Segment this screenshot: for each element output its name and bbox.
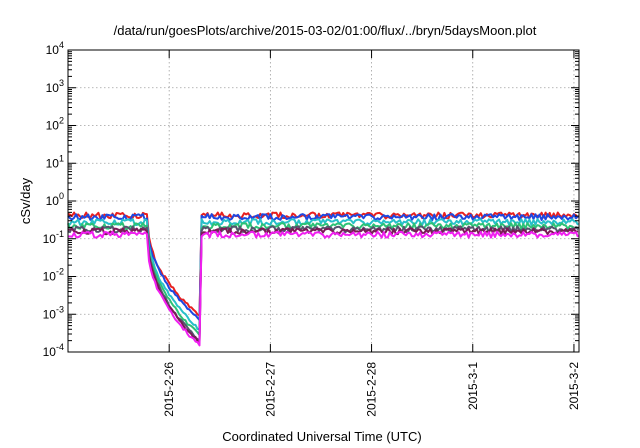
series-line: [67, 227, 579, 344]
y-tick-label: 103: [46, 78, 64, 95]
x-tick-label: 2015-2-26: [162, 362, 176, 417]
y-tick-label: 104: [46, 40, 64, 57]
x-tick-label: 2015-3-2: [567, 362, 581, 410]
y-tick-label: 10-4: [43, 342, 64, 359]
series-line: [67, 230, 579, 347]
series-layer: [67, 211, 579, 347]
y-tick-labels: 10-4 10-3 10-2 10-1 100 101 102 103 104: [43, 40, 64, 359]
ticks: [68, 49, 579, 353]
series-line: [67, 218, 579, 331]
series-line: [67, 222, 579, 337]
chart-title: /data/run/goesPlots/archive/2015-03-02/0…: [114, 23, 537, 38]
y-tick-label: 10-1: [43, 229, 64, 246]
y-tick-label: 10-3: [43, 304, 64, 321]
y-tick-label: 10-2: [43, 267, 64, 284]
grid: [68, 49, 579, 353]
y-axis-label: cSv/day: [18, 177, 33, 224]
series-line: [67, 213, 579, 322]
x-axis-label: Coordinated Universal Time (UTC): [222, 429, 421, 444]
x-tick-label: 2015-3-1: [466, 362, 480, 410]
y-tick-label: 100: [46, 191, 64, 208]
series-line: [67, 225, 579, 342]
y-tick-label: 101: [46, 153, 64, 170]
x-tick-label: 2015-2-28: [365, 362, 379, 417]
y-tick-label: 102: [46, 116, 64, 133]
x-tick-label: 2015-2-27: [263, 362, 277, 417]
x-tick-labels: 2015-2-26 2015-2-27 2015-2-28 2015-3-1 2015-…: [162, 362, 581, 417]
